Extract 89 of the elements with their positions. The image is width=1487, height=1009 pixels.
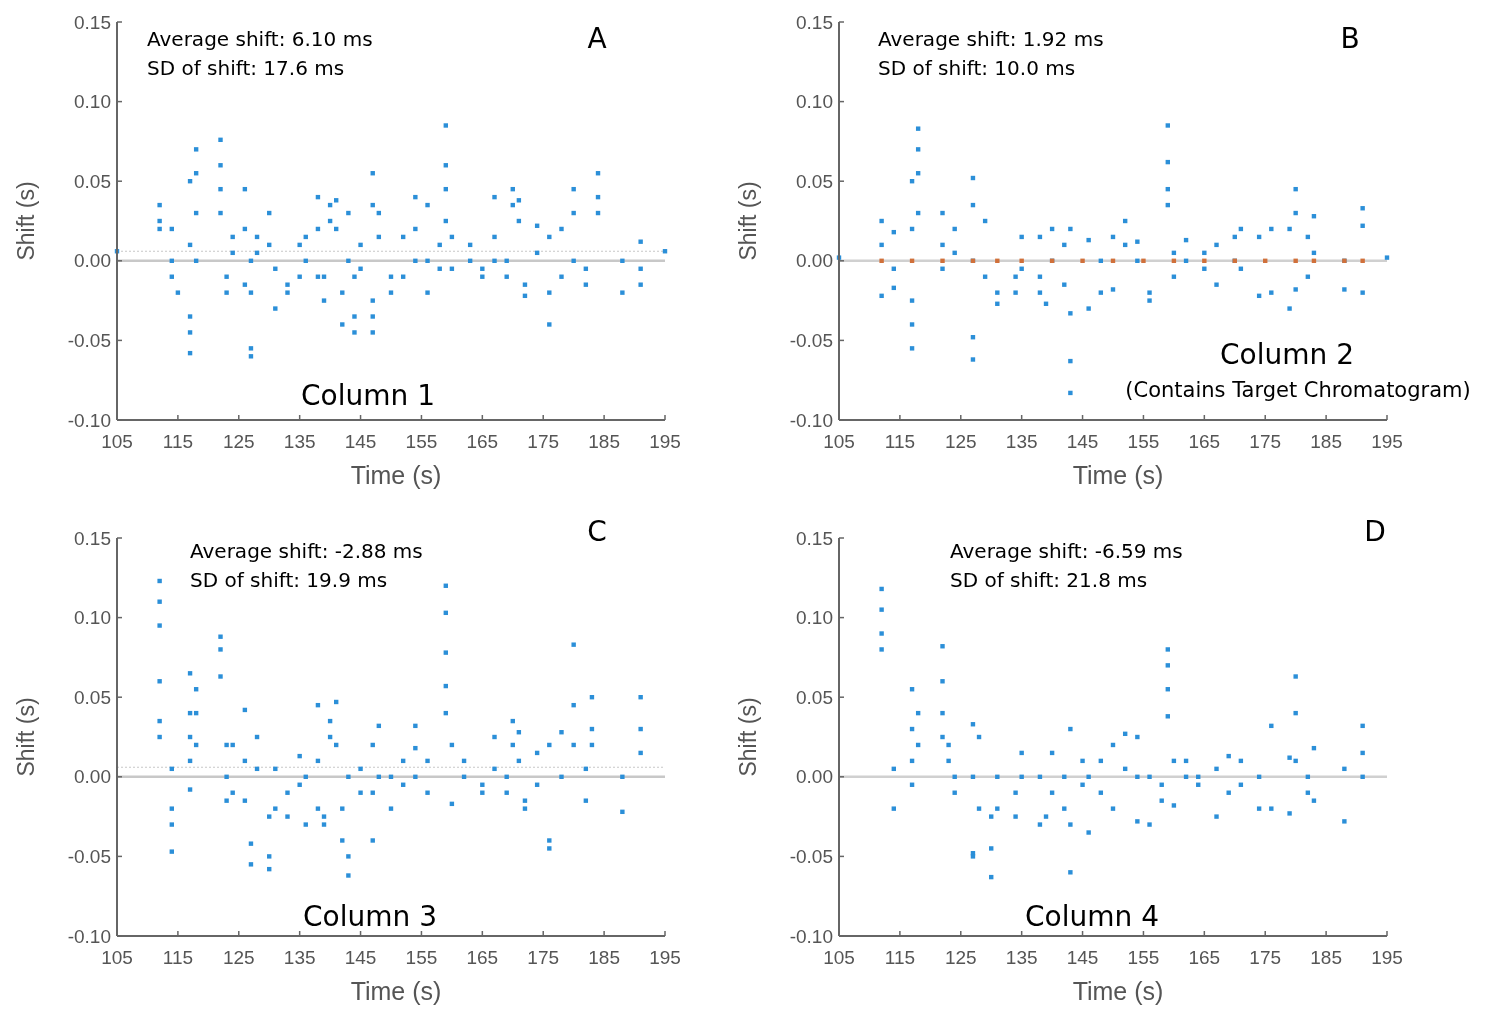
y-axis-title: Shift (s)	[735, 697, 761, 777]
x-tick-label: 115	[162, 947, 194, 968]
x-tick-label: 105	[823, 431, 855, 452]
x-tick-label: 105	[101, 431, 133, 452]
y-tick-label: 0.15	[74, 527, 111, 549]
y-tick-label: -0.10	[67, 409, 111, 431]
y-axis-title: Shift (s)	[13, 181, 39, 261]
x-tick-label: 185	[1310, 947, 1342, 968]
x-tick-label: 175	[1249, 431, 1282, 452]
x-tick-label: 155	[405, 431, 438, 452]
annotation: Average shift: 6.10 ms	[147, 27, 373, 51]
x-tick-label: 115	[884, 431, 916, 452]
y-tick-label: 0.00	[74, 250, 111, 272]
y-tick-label: -0.10	[67, 925, 111, 947]
annotation: (Contains Target Chromatogram)	[1125, 378, 1471, 402]
x-tick-label: 115	[162, 431, 194, 452]
annotation: Column 4	[1025, 900, 1159, 933]
x-axis-title: Time (s)	[1072, 461, 1164, 489]
y-tick-label: 0.05	[74, 686, 111, 708]
x-tick-label: 125	[944, 947, 977, 968]
x-tick-label: 195	[649, 431, 681, 452]
x-tick-label: 175	[527, 431, 560, 452]
y-tick-label: 0.05	[796, 170, 833, 192]
x-tick-label: 125	[222, 431, 255, 452]
y-tick-label: -0.05	[789, 330, 833, 352]
x-tick-label: 105	[823, 947, 855, 968]
x-tick-label: 145	[1066, 431, 1099, 452]
y-tick-label: 0.00	[74, 766, 111, 788]
x-tick-label: 155	[1127, 431, 1160, 452]
y-tick-label: 0.05	[74, 170, 111, 192]
y-tick-label: 0.00	[796, 250, 833, 272]
annotation: SD of shift: 19.9 ms	[190, 568, 388, 592]
annotation: Column 1	[301, 379, 435, 412]
x-tick-label: 135	[283, 431, 316, 452]
x-axis-title: Time (s)	[350, 461, 442, 489]
x-tick-label: 175	[527, 947, 560, 968]
annotation: B	[1340, 22, 1360, 55]
y-tick-label: -0.10	[789, 409, 833, 431]
x-tick-label: 185	[1310, 431, 1342, 452]
x-tick-label: 105	[101, 947, 133, 968]
annotation: D	[1364, 515, 1386, 548]
annotation: Average shift: -2.88 ms	[190, 539, 423, 563]
x-tick-label: 165	[1188, 947, 1221, 968]
annotation: C	[587, 515, 607, 548]
y-tick-label: 0.15	[74, 11, 111, 33]
x-tick-label: 195	[1371, 431, 1403, 452]
x-axis-title: Time (s)	[350, 977, 442, 1005]
x-axis-title: Time (s)	[1072, 977, 1164, 1005]
annotation: Column 2	[1220, 338, 1354, 371]
y-axis-title: Shift (s)	[735, 181, 761, 261]
x-tick-label: 155	[1127, 947, 1160, 968]
x-tick-label: 165	[466, 947, 499, 968]
x-tick-label: 125	[222, 947, 255, 968]
y-tick-label: -0.05	[67, 846, 111, 868]
x-tick-label: 145	[344, 431, 377, 452]
x-tick-label: 135	[283, 947, 316, 968]
y-tick-label: -0.05	[67, 330, 111, 352]
y-tick-label: 0.00	[796, 766, 833, 788]
x-tick-label: 135	[1005, 947, 1038, 968]
annotation: SD of shift: 21.8 ms	[950, 568, 1148, 592]
x-tick-label: 145	[1066, 947, 1099, 968]
annotation: Average shift: -6.59 ms	[950, 539, 1183, 563]
x-tick-label: 175	[1249, 947, 1282, 968]
annotation: Column 3	[303, 900, 437, 933]
x-tick-label: 165	[466, 431, 499, 452]
x-tick-label: 115	[884, 947, 916, 968]
y-tick-label: 0.10	[796, 607, 833, 629]
annotation: A	[587, 22, 607, 55]
y-tick-label: 0.15	[796, 11, 833, 33]
annotation: SD of shift: 17.6 ms	[147, 56, 345, 80]
y-tick-label: 0.15	[796, 527, 833, 549]
y-tick-label: 0.10	[796, 91, 833, 113]
y-axis-title: Shift (s)	[13, 697, 39, 777]
x-tick-label: 195	[649, 947, 681, 968]
y-tick-label: -0.10	[789, 925, 833, 947]
annotation: SD of shift: 10.0 ms	[878, 56, 1076, 80]
y-tick-label: 0.10	[74, 91, 111, 113]
x-tick-label: 125	[944, 431, 977, 452]
annotation: Average shift: 1.92 ms	[878, 27, 1104, 51]
y-tick-label: 0.10	[74, 607, 111, 629]
x-tick-label: 165	[1188, 431, 1221, 452]
y-tick-label: 0.05	[796, 686, 833, 708]
x-tick-label: 185	[588, 431, 620, 452]
x-tick-label: 135	[1005, 431, 1038, 452]
x-tick-label: 155	[405, 947, 438, 968]
x-tick-label: 145	[344, 947, 377, 968]
x-tick-label: 195	[1371, 947, 1403, 968]
x-tick-label: 185	[588, 947, 620, 968]
y-tick-label: -0.05	[789, 846, 833, 868]
